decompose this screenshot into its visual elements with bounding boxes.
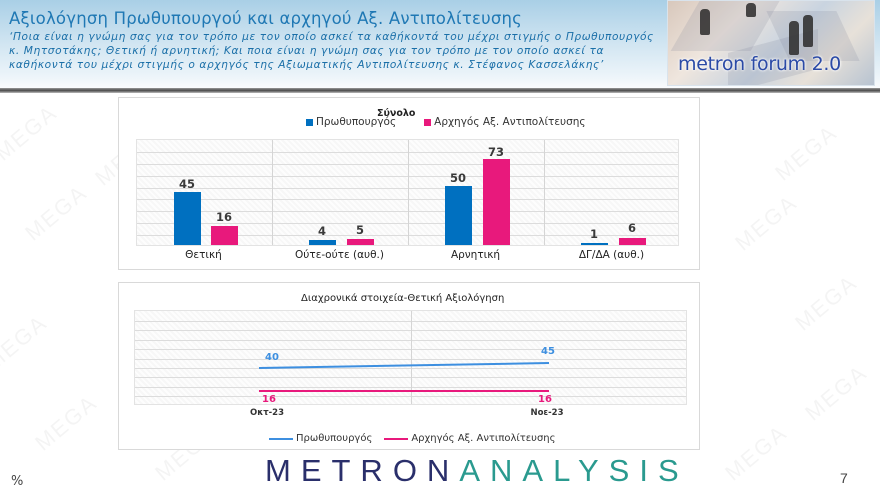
value-label: 45 xyxy=(178,177,195,191)
bar-opposition-negative xyxy=(483,159,510,245)
legend-swatch-icon xyxy=(306,118,313,126)
header-divider xyxy=(0,88,880,93)
bar-chart-title: Σύνολο xyxy=(377,108,416,119)
person-figure-icon xyxy=(789,21,799,55)
watermark: MEGA xyxy=(0,310,53,377)
data-label-pm-nov: 45 xyxy=(541,346,555,357)
value-label: 6 xyxy=(627,221,636,235)
legend-label: Αρχηγός Αξ. Αντιπολίτευσης xyxy=(411,433,556,444)
legend-line-icon xyxy=(269,437,293,440)
value-label: 73 xyxy=(487,145,504,159)
x-tick-label: Νοε-23 xyxy=(530,408,564,418)
data-label-opp-nov: 16 xyxy=(538,394,552,405)
unit-label: % xyxy=(11,474,24,489)
bar-opposition-dk xyxy=(619,238,646,245)
bar-plot-area xyxy=(136,139,679,246)
bar-chart-legend: Πρωθυπουργός Αρχηγός Αξ. Αντιπολίτευσης xyxy=(306,116,596,128)
watermark: MEGA xyxy=(0,100,63,167)
line-plot-area xyxy=(134,310,687,405)
value-label: 1 xyxy=(589,227,598,241)
data-label-opp-oct: 16 xyxy=(262,394,276,405)
category-label: Θετική xyxy=(185,249,222,261)
category-label: ΔΓ/ΔΑ (αυθ.) xyxy=(578,249,645,261)
line-chart-legend: Πρωθυπουργός Αρχηγός Αξ. Αντιπολίτευσης xyxy=(269,433,566,444)
slide-title: Αξιολόγηση Πρωθυπουργού και αρχηγού Αξ. … xyxy=(9,9,523,28)
data-label-pm-oct: 40 xyxy=(265,352,279,363)
watermark: MEGA xyxy=(770,120,842,187)
legend-label: Πρωθυπουργός xyxy=(316,116,397,128)
page-number: 7 xyxy=(840,470,848,486)
watermark: MEGA xyxy=(800,360,872,427)
legend-item-pm: Πρωθυπουργός xyxy=(269,433,372,444)
bar-pm-neutral xyxy=(309,240,336,245)
bar-opposition-positive xyxy=(211,226,238,245)
legend-label: Αρχηγός Αξ. Αντιπολίτευσης xyxy=(434,116,586,128)
watermark: MEGA xyxy=(730,190,802,257)
watermark: MEGA xyxy=(30,390,102,457)
person-figure-icon xyxy=(803,15,813,47)
x-tick-label: Οκτ-23 xyxy=(249,408,285,418)
brand-part-1: METRON xyxy=(265,453,460,488)
person-figure-icon xyxy=(746,3,756,17)
metron-forum-logo: metron forum 2.0 xyxy=(667,0,875,86)
category-label: Ούτε-ούτε (αυθ.) xyxy=(295,249,384,261)
pm-line xyxy=(258,362,550,369)
value-label: 50 xyxy=(449,171,466,185)
legend-item-opposition: Αρχηγός Αξ. Αντιπολίτευσης xyxy=(384,433,556,444)
bar-pm-dk xyxy=(581,243,608,245)
legend-line-icon xyxy=(384,437,409,440)
line-series-svg xyxy=(258,362,550,392)
brand-part-2: ANALYSIS xyxy=(459,453,689,488)
bar-opposition-neutral xyxy=(347,239,374,245)
logo-text: metron forum 2.0 xyxy=(678,53,841,75)
value-label: 5 xyxy=(355,223,364,237)
bar-pm-negative xyxy=(445,186,472,245)
watermark: MEGA xyxy=(790,270,862,337)
value-label: 4 xyxy=(317,224,326,238)
bar-pm-positive xyxy=(174,192,201,245)
legend-swatch-icon xyxy=(424,118,432,126)
legend-item-opposition: Αρχηγός Αξ. Αντιπολίτευσης xyxy=(424,116,586,128)
question-text: ‘Ποια είναι η γνώμη σας για τον τρόπο με… xyxy=(9,31,654,71)
legend-label: Πρωθυπουργός xyxy=(296,433,373,444)
bar-chart-panel: Σύνολο Πρωθυπουργός Αρχηγός Αξ. Αντιπολί… xyxy=(118,97,700,270)
metron-analysis-logo: METRONANALYSIS xyxy=(265,453,689,489)
line-chart-title: Διαχρονικά στοιχεία-Θετική Αξιολόγηση xyxy=(301,293,505,304)
person-figure-icon xyxy=(700,9,710,35)
legend-item-pm: Πρωθυπουργός xyxy=(306,116,396,128)
watermark: MEGA xyxy=(20,180,92,247)
category-label: Αρνητική xyxy=(450,249,501,261)
line-chart-panel: Διαχρονικά στοιχεία-Θετική Αξιολόγηση 40… xyxy=(118,282,700,450)
watermark: MEGA xyxy=(720,420,792,487)
value-label: 16 xyxy=(215,210,232,224)
